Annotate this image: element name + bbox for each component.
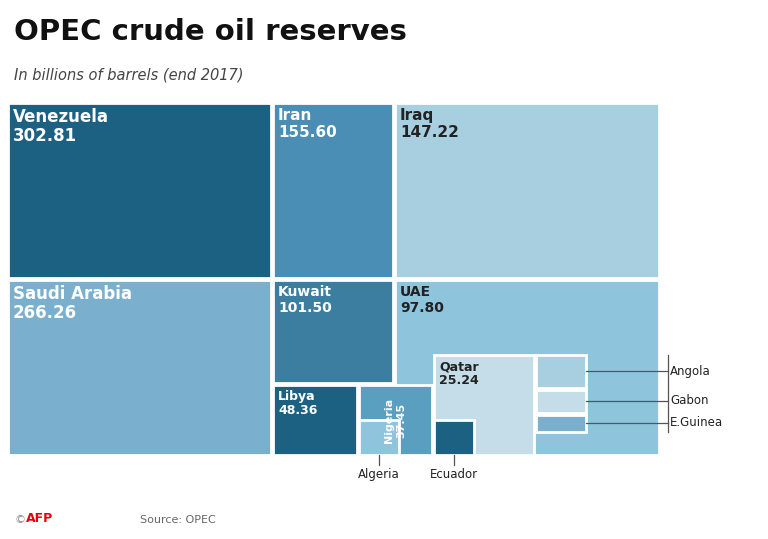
Text: Ecuador: Ecuador <box>430 468 478 481</box>
Text: 147.22: 147.22 <box>400 125 458 140</box>
Text: 48.36: 48.36 <box>278 404 317 417</box>
Bar <box>395 280 659 455</box>
Text: Iran: Iran <box>278 108 313 123</box>
Text: Venezuela: Venezuela <box>13 108 109 126</box>
Bar <box>8 280 271 455</box>
Bar <box>8 103 271 278</box>
Text: ©: © <box>14 515 25 525</box>
Text: AFP: AFP <box>26 512 53 525</box>
Bar <box>273 280 393 383</box>
Bar <box>273 103 393 278</box>
Text: Libya: Libya <box>278 390 316 403</box>
Bar <box>536 355 586 388</box>
Bar <box>536 390 586 413</box>
Text: 25.24: 25.24 <box>439 374 478 387</box>
Text: Iraq: Iraq <box>400 108 434 123</box>
Text: E.Guinea: E.Guinea <box>670 417 723 430</box>
Text: Nigeria
37.45: Nigeria 37.45 <box>384 397 407 443</box>
Text: 101.50: 101.50 <box>278 301 332 314</box>
Bar <box>359 385 432 455</box>
Text: OPEC crude oil reserves: OPEC crude oil reserves <box>14 18 407 46</box>
Text: Angola: Angola <box>670 364 710 377</box>
Text: Kuwait: Kuwait <box>278 285 332 299</box>
Text: 266.26: 266.26 <box>13 303 77 322</box>
Bar <box>434 420 474 455</box>
Text: In billions of barrels (end 2017): In billions of barrels (end 2017) <box>14 68 243 83</box>
Text: Qatar: Qatar <box>439 360 478 373</box>
Text: 302.81: 302.81 <box>13 127 77 144</box>
Text: UAE: UAE <box>400 285 431 299</box>
Text: Saudi Arabia: Saudi Arabia <box>13 285 132 303</box>
Bar <box>395 103 659 278</box>
Text: Source: OPEC: Source: OPEC <box>140 515 216 525</box>
Bar <box>536 415 586 432</box>
Bar <box>273 385 357 455</box>
Text: Algeria: Algeria <box>358 468 400 481</box>
Text: 97.80: 97.80 <box>400 301 444 314</box>
Bar <box>359 420 399 455</box>
Text: Gabon: Gabon <box>670 395 709 407</box>
Text: 155.60: 155.60 <box>278 125 336 140</box>
Bar <box>434 355 534 455</box>
